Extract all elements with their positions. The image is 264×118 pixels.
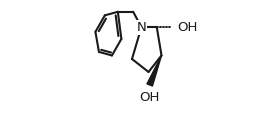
Text: OH: OH bbox=[139, 91, 160, 104]
Polygon shape bbox=[147, 55, 162, 86]
Text: N: N bbox=[136, 21, 146, 34]
Text: OH: OH bbox=[177, 21, 197, 34]
